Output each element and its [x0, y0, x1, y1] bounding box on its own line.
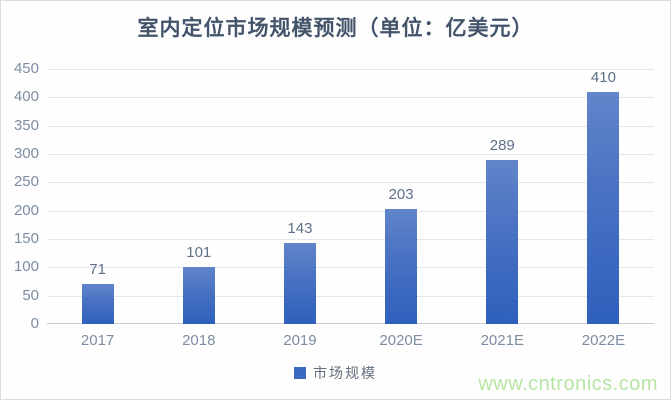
bar-value-label: 410: [590, 68, 616, 86]
x-axis-line: [47, 323, 654, 324]
gridline: [47, 267, 654, 269]
x-tick-label: 2022E: [581, 332, 626, 349]
chart-title: 室内定位市场规模预测（单位：亿美元）: [137, 17, 534, 40]
bar-column: 410: [553, 69, 654, 324]
y-tick-label: 400: [13, 88, 39, 106]
bar-value-label: 203: [388, 185, 414, 203]
legend-label: 市场规模: [313, 365, 377, 381]
y-tick-label: 300: [13, 145, 39, 162]
y-tick-label: 100: [13, 258, 39, 276]
bar: [385, 208, 418, 324]
y-tick-label: 450: [13, 60, 39, 77]
bar-value-label: 101: [186, 243, 212, 261]
x-tick-label: 2021E: [480, 332, 524, 349]
y-tick-label: 250: [13, 173, 39, 191]
bar-value-label: 289: [489, 137, 515, 155]
bar-column: 101: [148, 69, 249, 324]
gridline: [47, 295, 654, 297]
gridline: [47, 97, 654, 99]
y-tick-label: 150: [13, 230, 39, 247]
y-tick-label: 200: [13, 201, 39, 219]
bar: [81, 283, 114, 324]
bar: [486, 160, 519, 324]
legend-swatch-icon: [294, 367, 306, 379]
y-tick-label: 50: [22, 286, 39, 304]
gridline: [47, 210, 654, 212]
y-tick-label: 350: [13, 116, 39, 134]
x-tick-label: 2019: [283, 332, 317, 349]
bar-column: 143: [249, 69, 350, 324]
bar: [283, 242, 316, 324]
plot-area: 71 101 143 203 289 410: [47, 69, 654, 324]
bar-value-label: 143: [287, 219, 313, 237]
gridline: [47, 239, 654, 240]
x-axis-labels: 2017 2018 2019 2020E 2021E 2022E: [47, 332, 654, 349]
watermark: www.cntronics.com: [478, 373, 658, 395]
bar: [587, 91, 620, 324]
gridline: [47, 182, 654, 184]
x-tick-label: 2020E: [379, 332, 423, 349]
gridline: [47, 154, 654, 155]
gridline: [47, 125, 654, 127]
bar-column: 203: [351, 69, 452, 324]
gridline: [47, 69, 654, 70]
bar-columns: 71 101 143 203 289 410: [47, 69, 654, 324]
bar-column: 289: [452, 69, 553, 324]
y-tick-label: 0: [30, 315, 39, 332]
bar: [182, 266, 215, 324]
bar-column: 71: [47, 69, 148, 324]
bar-value-label: 71: [89, 260, 106, 278]
x-tick-label: 2018: [182, 332, 216, 349]
legend: 市场规模: [1, 363, 670, 383]
x-tick-label: 2017: [80, 332, 115, 349]
